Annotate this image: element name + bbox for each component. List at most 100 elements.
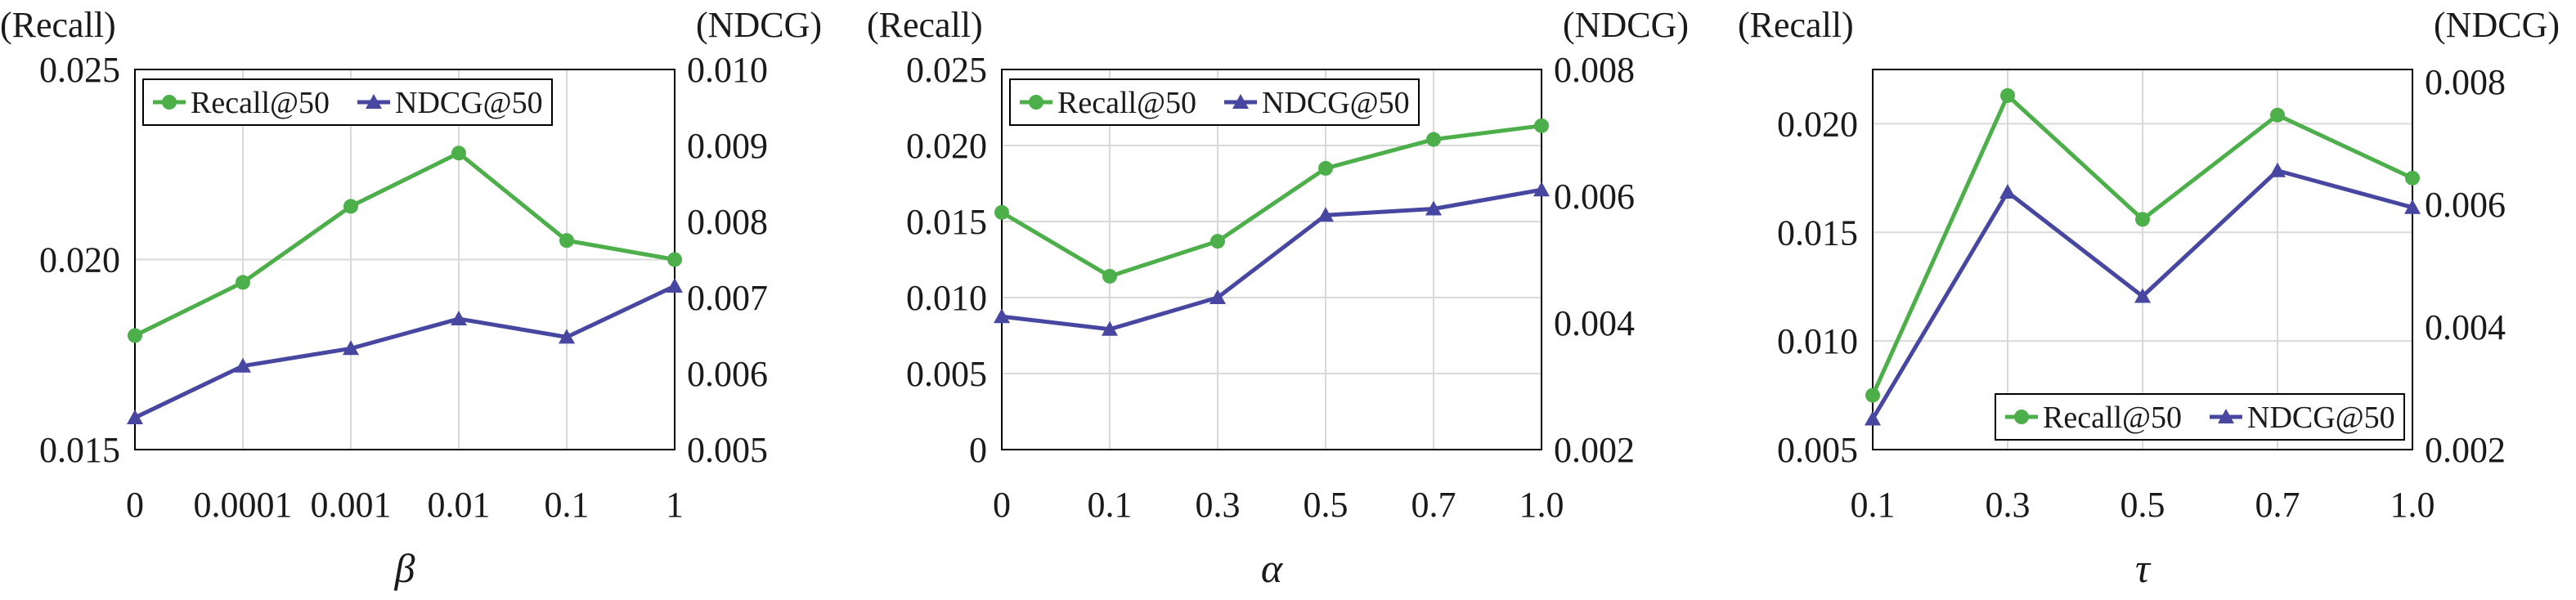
data-point-recall bbox=[1426, 132, 1441, 147]
left-tick-label: 0.015 bbox=[1777, 213, 1858, 253]
series-line-ndcg-at-50 bbox=[1001, 187, 1542, 332]
x-tick-label: 0.1 bbox=[1088, 485, 1133, 525]
right-tick-label: 0.005 bbox=[687, 430, 768, 470]
legend-marker-triangle bbox=[2218, 409, 2234, 423]
data-point-ndcg bbox=[1102, 320, 1118, 336]
legend-box bbox=[1995, 393, 2405, 441]
right-tick-label: 0.004 bbox=[1554, 303, 1635, 343]
legend-marker-circle bbox=[1029, 95, 1043, 110]
x-tick-label: 0.7 bbox=[2255, 485, 2300, 525]
data-point-ndcg bbox=[2269, 162, 2286, 177]
right-tick-label: 0.009 bbox=[687, 126, 768, 166]
series-line-recall-at-50 bbox=[133, 150, 675, 338]
legend-box bbox=[1009, 78, 1420, 126]
data-point-ndcg bbox=[2404, 199, 2421, 214]
right-tick-label: 0.002 bbox=[1554, 430, 1635, 470]
right-tick-label: 0.008 bbox=[1554, 50, 1635, 90]
data-point-ndcg bbox=[343, 340, 359, 356]
legend-box bbox=[142, 78, 553, 126]
left-tick-label: 0 bbox=[969, 430, 987, 470]
data-point-ndcg bbox=[1533, 181, 1550, 197]
data-point-recall bbox=[343, 199, 358, 214]
x-axis-label: β bbox=[394, 545, 415, 591]
legend: Recall@50 NDCG@50 bbox=[142, 78, 553, 126]
legend-label: NDCG@50 bbox=[1262, 86, 1410, 120]
x-tick-label: 0.01 bbox=[428, 485, 491, 525]
left-tick-label: 0.020 bbox=[39, 240, 120, 280]
x-tick-label: 0.1 bbox=[1851, 485, 1896, 525]
data-point-ndcg bbox=[1317, 207, 1334, 222]
data-point-recall bbox=[451, 146, 466, 161]
left-axis-unit: (Recall) bbox=[1738, 5, 1854, 45]
data-point-recall bbox=[1534, 118, 1549, 133]
data-point-ndcg bbox=[1999, 184, 2016, 199]
plot-frame bbox=[1872, 69, 2413, 450]
data-point-ndcg bbox=[994, 308, 1010, 324]
right-tick-label: 0.004 bbox=[2425, 307, 2506, 347]
x-tick-label: 0 bbox=[126, 485, 144, 525]
right-tick-label: 0.006 bbox=[687, 354, 768, 394]
legend-marker-triangle bbox=[366, 94, 382, 109]
left-tick-label: 0.005 bbox=[1777, 430, 1858, 470]
data-point-ndcg bbox=[451, 311, 467, 326]
data-point-ndcg bbox=[235, 357, 251, 373]
x-tick-label: 0.7 bbox=[1411, 485, 1456, 525]
data-point-recall bbox=[128, 328, 142, 343]
legend-label: NDCG@50 bbox=[2247, 401, 2395, 435]
right-tick-label: 0.002 bbox=[2425, 430, 2506, 470]
data-point-recall bbox=[1210, 234, 1225, 249]
data-point-recall bbox=[559, 233, 574, 249]
data-point-recall bbox=[2405, 170, 2420, 186]
x-tick-label: 1.0 bbox=[2390, 485, 2435, 525]
right-axis-unit: (NDCG) bbox=[2434, 5, 2560, 45]
legend-marker-circle bbox=[162, 95, 177, 110]
left-tick-label: 0.020 bbox=[906, 126, 987, 166]
x-tick-label: 0.5 bbox=[2120, 485, 2165, 525]
right-tick-label: 0.008 bbox=[687, 202, 768, 242]
legend-marker-circle bbox=[2014, 410, 2029, 424]
data-point-ndcg bbox=[127, 409, 143, 424]
right-tick-label: 0.006 bbox=[2425, 185, 2506, 225]
x-axis-label: α bbox=[1261, 545, 1284, 591]
data-point-ndcg bbox=[1209, 289, 1226, 304]
legend: Recall@50 NDCG@50 bbox=[1009, 78, 1420, 126]
data-point-recall bbox=[1865, 387, 1880, 403]
data-point-ndcg bbox=[2134, 288, 2151, 303]
legend-label: Recall@50 bbox=[191, 86, 330, 120]
right-tick-label: 0.010 bbox=[687, 50, 768, 90]
series-line-recall-at-50 bbox=[1000, 123, 1542, 279]
right-axis-unit: (NDCG) bbox=[1563, 5, 1689, 45]
legend-label: NDCG@50 bbox=[395, 86, 543, 120]
x-tick-label: 0.1 bbox=[545, 485, 590, 525]
plot-frame bbox=[1001, 69, 1542, 450]
x-axis-label: τ bbox=[2135, 545, 2152, 591]
left-tick-label: 0.010 bbox=[1777, 321, 1858, 361]
left-tick-label: 0.020 bbox=[1777, 104, 1858, 144]
data-point-ndcg bbox=[666, 278, 683, 293]
data-point-recall bbox=[1318, 160, 1333, 176]
right-tick-label: 0.006 bbox=[1554, 177, 1635, 217]
data-point-recall bbox=[2000, 87, 2015, 103]
x-tick-label: 0 bbox=[993, 485, 1011, 525]
x-tick-label: 0.0001 bbox=[194, 485, 293, 525]
left-tick-label: 0.010 bbox=[906, 278, 987, 318]
legend-label: Recall@50 bbox=[1057, 86, 1196, 120]
data-point-recall bbox=[2270, 107, 2285, 123]
data-point-recall bbox=[1102, 268, 1117, 284]
right-tick-label: 0.008 bbox=[2425, 62, 2506, 102]
data-point-ndcg bbox=[559, 329, 575, 344]
x-tick-label: 1.0 bbox=[1519, 485, 1564, 525]
left-tick-label: 0.015 bbox=[906, 202, 987, 242]
legend-label: Recall@50 bbox=[2043, 401, 2182, 435]
x-tick-label: 0.3 bbox=[1196, 485, 1241, 525]
data-point-recall bbox=[236, 275, 250, 290]
left-tick-label: 0.015 bbox=[39, 430, 120, 470]
chart-2: 0 0.005 0.010 0.015 0.020 0.025 0.002 0.004 0.00… bbox=[867, 5, 1689, 591]
legend-marker-triangle bbox=[1232, 94, 1249, 109]
data-point-recall bbox=[667, 252, 682, 267]
chart-1: 0.015 0.020 0.025 0.005 0.006 0.007 0.008 0.009… bbox=[0, 5, 822, 591]
left-axis-unit: (Recall) bbox=[867, 5, 983, 45]
left-tick-label: 0.005 bbox=[906, 354, 987, 394]
